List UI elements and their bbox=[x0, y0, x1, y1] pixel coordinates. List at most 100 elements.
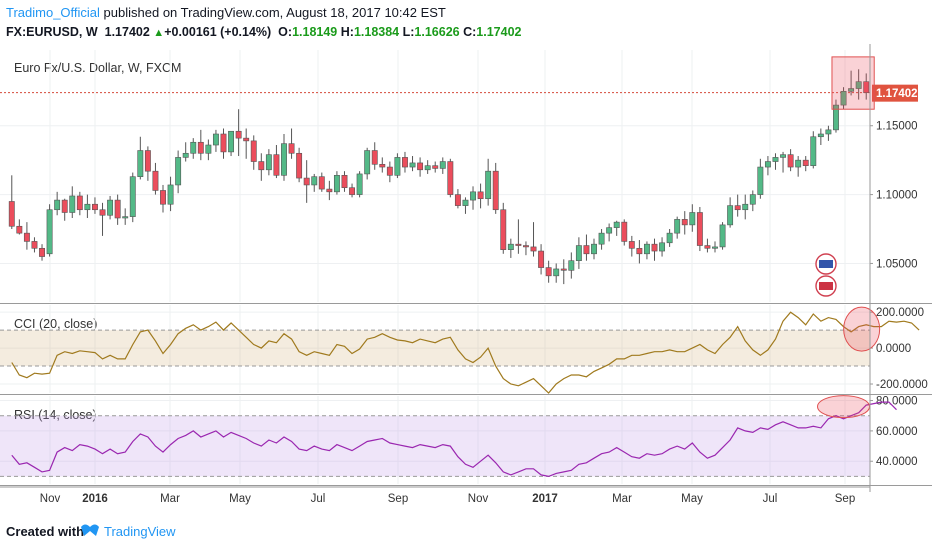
candle-body bbox=[749, 194, 756, 205]
cci-band-fill bbox=[0, 330, 870, 367]
candle-body bbox=[583, 245, 590, 255]
candle-body bbox=[394, 157, 401, 176]
candle-body bbox=[273, 154, 280, 176]
candle-body bbox=[712, 246, 718, 249]
up-arrow-icon: ▲ bbox=[153, 27, 165, 39]
candle-body bbox=[545, 267, 552, 277]
publication-line: Tradimo_Official published on TradingVie… bbox=[6, 5, 446, 20]
candle-body bbox=[523, 245, 529, 248]
candle-body bbox=[810, 136, 817, 166]
candle-body bbox=[772, 157, 779, 162]
candle-body bbox=[296, 152, 303, 179]
candle-body bbox=[409, 162, 416, 168]
author-link[interactable]: Tradimo_Official bbox=[6, 5, 100, 20]
candle-body bbox=[719, 224, 726, 248]
candle-body bbox=[485, 170, 492, 200]
cci-line bbox=[11, 311, 920, 394]
candle-body bbox=[833, 104, 839, 131]
candle-body bbox=[863, 81, 870, 93]
x-tick-label: Mar bbox=[160, 493, 180, 505]
candle-body bbox=[39, 247, 45, 257]
price-change: +0.00161 (+0.14%) bbox=[164, 25, 272, 39]
symbol-label: FX:EURUSD, W bbox=[6, 25, 98, 39]
candle-body bbox=[787, 154, 794, 168]
candle-body bbox=[439, 161, 446, 169]
y-tick-label: 0.0000 bbox=[876, 343, 911, 355]
candle-body bbox=[734, 205, 741, 211]
candle-body bbox=[840, 91, 847, 106]
candle-body bbox=[197, 141, 204, 154]
candle-body bbox=[591, 243, 597, 255]
candle-body bbox=[386, 166, 393, 176]
candle-body bbox=[281, 143, 287, 176]
candle-body bbox=[606, 227, 613, 234]
y-tick-label: 80.0000 bbox=[876, 396, 918, 408]
candle-body bbox=[757, 166, 764, 195]
candle-body bbox=[628, 241, 635, 249]
candle-body bbox=[182, 152, 189, 158]
current-price-tag: 1.17402 bbox=[872, 84, 918, 102]
candle-body bbox=[152, 170, 159, 191]
candle-body bbox=[681, 219, 688, 226]
highlight-ellipse bbox=[843, 306, 881, 352]
y-tick-label: 40.0000 bbox=[876, 456, 918, 468]
high-value: 1.18384 bbox=[353, 25, 400, 39]
candle-body bbox=[341, 175, 348, 189]
candle-body bbox=[636, 247, 643, 255]
y-tick-label: 200.0000 bbox=[876, 307, 924, 319]
candle-body bbox=[447, 161, 454, 195]
x-tick-label: Jul bbox=[763, 493, 778, 505]
candle-body bbox=[424, 165, 431, 171]
candle-body bbox=[16, 225, 23, 234]
x-tick-label: 2017 bbox=[532, 493, 558, 505]
rsi-line bbox=[11, 401, 897, 478]
candle-body bbox=[689, 212, 696, 226]
candle-body bbox=[553, 268, 560, 277]
y-tick-label: 1.05000 bbox=[876, 258, 918, 270]
candle-body bbox=[621, 221, 628, 242]
candle-body bbox=[674, 219, 681, 234]
candle-body bbox=[432, 165, 439, 169]
candle-body bbox=[568, 260, 575, 271]
event-flag-fill bbox=[819, 260, 833, 268]
chart-background bbox=[0, 44, 932, 512]
chart-canvas[interactable]: Euro Fx/U.S. Dollar, W, FXCM 1.15000 1.10… bbox=[0, 44, 932, 512]
high-label: H: bbox=[340, 25, 354, 39]
candle-body bbox=[780, 154, 786, 158]
y-tick-label: 1.15000 bbox=[876, 121, 918, 133]
candle-body bbox=[802, 159, 809, 166]
candle-body bbox=[160, 190, 166, 205]
candle-body bbox=[54, 199, 61, 211]
highlight-rectangle bbox=[831, 56, 875, 110]
candle-body bbox=[167, 184, 174, 205]
y-tick-label: -200.0000 bbox=[876, 379, 928, 391]
footer: Created with TradingView bbox=[0, 512, 932, 550]
created-with-label: Created with bbox=[6, 524, 85, 539]
tradingview-logo-icon bbox=[81, 524, 99, 536]
candle-body bbox=[258, 161, 265, 171]
open-label: O: bbox=[278, 25, 293, 39]
candle-body bbox=[99, 209, 106, 216]
price-pane: Euro Fx/U.S. Dollar, W, FXCM 1.15000 1.10… bbox=[0, 50, 918, 302]
candle-body bbox=[61, 199, 68, 213]
candle-body bbox=[848, 88, 855, 92]
x-tick-label: Nov bbox=[468, 493, 489, 505]
candle-body bbox=[144, 150, 151, 172]
candle-body bbox=[265, 154, 272, 171]
candle-body bbox=[326, 188, 333, 193]
candle-body bbox=[235, 130, 242, 139]
low-label: L: bbox=[402, 25, 415, 39]
candle-body bbox=[492, 170, 499, 211]
candle-body bbox=[92, 203, 98, 211]
candle-body bbox=[515, 243, 522, 246]
x-tick-label: Jul bbox=[311, 493, 326, 505]
candle-body bbox=[356, 173, 363, 195]
candle-body bbox=[84, 203, 91, 211]
candle-body bbox=[243, 137, 250, 142]
event-flag-icon bbox=[815, 275, 837, 297]
candle-body bbox=[349, 187, 355, 195]
rsi-band-fill bbox=[0, 415, 870, 477]
tradingview-brand[interactable]: TradingView bbox=[104, 524, 176, 539]
candle-body bbox=[764, 161, 771, 168]
event-icons bbox=[815, 253, 837, 297]
